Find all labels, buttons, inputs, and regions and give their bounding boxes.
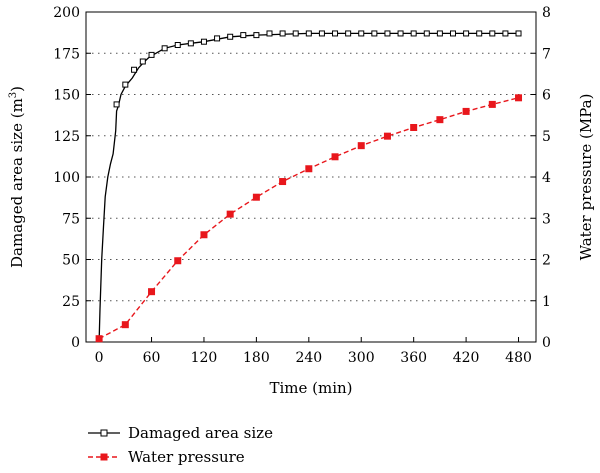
data-point-damaged-area-size [292,30,299,37]
data-point-damaged-area-size [305,30,312,37]
data-point-water-pressure [515,94,523,102]
data-point-damaged-area-size [345,30,352,37]
x-axis-title: Time (min) [269,379,352,397]
x-tick-label: 60 [143,350,161,366]
data-point-damaged-area-size [253,32,260,39]
y-right-tick-label: 3 [542,211,551,227]
data-point-damaged-area-size [214,35,221,42]
y-left-tick-label: 0 [71,335,80,351]
x-tick-label: 420 [453,350,480,366]
data-point-water-pressure [462,107,470,115]
data-point-damaged-area-size [148,51,155,58]
data-point-water-pressure [121,321,129,329]
y-right-tick-label: 6 [542,88,551,104]
data-point-damaged-area-size [279,30,286,37]
data-point-water-pressure [174,257,182,265]
data-point-water-pressure [95,335,103,343]
data-point-water-pressure [279,178,287,186]
data-point-water-pressure [226,210,234,218]
data-point-damaged-area-size [423,30,430,37]
data-point-water-pressure [331,153,339,161]
data-point-damaged-area-size [384,30,391,37]
data-point-damaged-area-size [489,30,496,37]
tick-layer: 0 25 50 75 100 125 150 175 200 0 1 2 3 4 5 6 7 8 0 60 120 180… [53,5,551,366]
x-tick-label: 0 [95,350,104,366]
data-point-damaged-area-size [227,33,234,40]
data-point-damaged-area-size [449,30,456,37]
series-line-damaged-area-size [98,32,519,343]
y-left-tick-label: 75 [62,211,80,227]
data-point-water-pressure [305,165,313,173]
data-point-damaged-area-size [240,32,247,39]
data-point-water-pressure [383,132,391,140]
data-point-damaged-area-size [358,30,365,37]
data-point-damaged-area-size [139,58,146,65]
legend-label-damaged-area-size: Damaged area size [128,424,273,442]
data-point-damaged-area-size [436,30,443,37]
y-left-tick-label: 150 [53,88,80,104]
legend-marker-water-pressure [100,453,108,461]
y-left-axis-title-end: ) [8,86,26,92]
series-layer [95,30,523,343]
data-point-damaged-area-size [502,30,509,37]
y-right-axis-title: Water pressure (MPa) [577,94,595,261]
data-point-water-pressure [252,193,260,201]
y-right-tick-label: 0 [542,335,551,351]
data-point-damaged-area-size [410,30,417,37]
data-point-damaged-area-size [200,38,207,45]
data-point-damaged-area-size [476,30,483,37]
x-tick-label: 120 [191,350,218,366]
y-left-axis-title: Damaged area size (m3) [8,86,26,268]
y-left-axis-title-superscript: 3 [8,92,19,98]
data-point-water-pressure [357,142,365,150]
data-point-damaged-area-size [332,30,339,37]
y-right-tick-label: 8 [542,5,551,21]
data-point-damaged-area-size [397,30,404,37]
data-point-damaged-area-size [463,30,470,37]
x-tick-label: 300 [348,350,375,366]
data-point-water-pressure [200,231,208,239]
legend-marker-damaged-area-size [100,429,108,437]
y-right-tick-label: 1 [542,294,551,310]
data-point-damaged-area-size [113,101,120,108]
grid-layer [86,52,536,302]
data-point-water-pressure [148,288,156,296]
data-point-damaged-area-size [131,66,138,73]
legend: Damaged area size Water pressure [88,424,273,466]
y-left-tick-label: 125 [53,129,80,145]
y-right-tick-label: 2 [542,253,551,269]
y-right-tick-label: 7 [542,46,551,62]
data-point-water-pressure [488,100,496,108]
y-left-tick-label: 100 [53,170,80,186]
x-tick-label: 360 [400,350,427,366]
data-point-damaged-area-size [318,30,325,37]
data-point-damaged-area-size [515,30,522,37]
data-point-damaged-area-size [122,81,129,88]
data-point-damaged-area-size [174,42,181,48]
data-point-damaged-area-size [266,30,273,37]
legend-label-water-pressure: Water pressure [128,448,245,466]
y-right-tick-label: 5 [542,129,551,145]
data-point-water-pressure [410,124,418,131]
data-point-damaged-area-size [371,30,378,37]
x-tick-label: 240 [295,350,322,366]
y-left-tick-label: 25 [62,294,80,310]
y-left-tick-label: 175 [53,46,80,62]
x-tick-label: 180 [243,350,270,366]
y-left-tick-label: 50 [62,253,80,269]
data-point-water-pressure [436,116,444,124]
y-left-tick-label: 200 [53,5,80,21]
x-tick-label: 480 [505,350,532,366]
data-point-damaged-area-size [187,40,194,47]
data-point-damaged-area-size [161,45,168,52]
y-right-tick-label: 4 [542,170,551,186]
